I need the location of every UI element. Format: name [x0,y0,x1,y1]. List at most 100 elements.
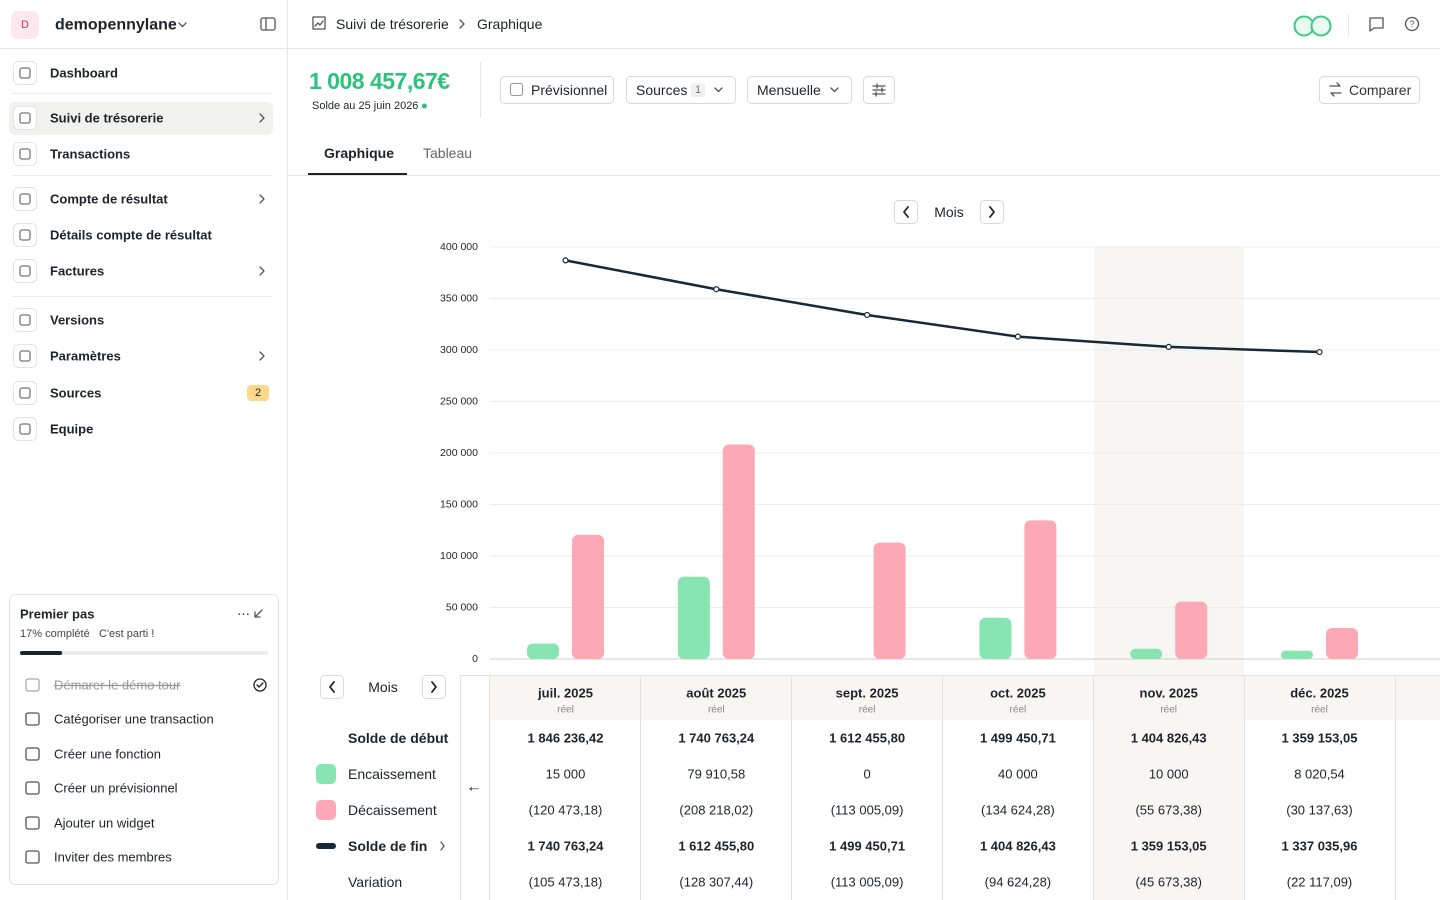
step-label[interactable]: Inviter des membres [54,850,172,865]
tab[interactable]: Graphique [324,145,394,161]
row-label: Solde de fin [348,838,427,854]
step-done [253,678,267,692]
onboarding-cta[interactable]: C'est parti ! [99,628,154,640]
step-icon [25,712,40,726]
table-cell: (113 005,09) [831,875,904,890]
table-cell: 1 359 153,05 [1282,731,1358,746]
compare-button[interactable] [1319,76,1420,104]
nav-glyph [19,193,31,205]
nav-item[interactable]: Paramètres [50,349,121,364]
onboarding-more[interactable]: ⋯ [237,607,250,622]
nav-glyph [19,148,31,160]
nav-item[interactable]: Equipe [50,422,93,437]
bar [722,444,755,659]
table-cell: 1 612 455,80 [678,839,754,854]
step-icon [25,747,40,761]
prev-icon [903,206,909,218]
column-header: juil. 2025 [537,686,593,701]
table-cell: (120 473,18) [529,803,603,818]
nav-item[interactable]: Compte de résultat [50,192,168,207]
nav-icon [13,142,37,166]
nav-icon [13,344,37,368]
nav-item[interactable]: Suivi de trésorerie [50,111,163,126]
tab[interactable]: Tableau [423,145,472,161]
bar [979,617,1012,659]
line [565,259,1320,354]
table-cell: 1 499 450,71 [829,839,905,854]
table-cell: (94 624,28) [985,875,1052,890]
nav-badge [247,385,269,401]
nav-item[interactable]: Versions [50,313,104,328]
nav-chevron [259,266,265,276]
next-button[interactable] [422,675,446,699]
next-button[interactable] [980,200,1004,224]
step-label[interactable]: Créer un prévisionnel [54,781,178,796]
nav-glyph [19,350,31,362]
table-cell: 79 910,58 [687,767,745,782]
row-label: Décaissement [348,802,437,818]
period-button[interactable] [747,76,852,104]
y-tick-label: 150 000 [440,499,478,511]
nav-item[interactable]: Dashboard [50,66,118,81]
step-label[interactable]: Démarer le démo tour [54,678,181,693]
workspace-name[interactable]: demopennylane [55,17,177,34]
legend-swatch [316,843,336,849]
column-status: réel [1010,705,1027,716]
avatar[interactable] [1310,15,1332,37]
chat-icon[interactable] [1369,17,1384,32]
nav-glyph [19,229,31,241]
step-label[interactable]: Créer une fonction [54,747,161,762]
step-label[interactable]: Ajouter un widget [54,816,155,831]
bar [572,534,604,659]
nav-icon [13,381,37,405]
row-expand[interactable] [440,841,445,851]
nav-glyph [19,314,31,326]
period: Mensuelle [757,82,821,98]
sources: Sources [636,82,687,98]
nav-icon [13,187,37,211]
workspace-avatar[interactable] [11,11,39,39]
table-cell: 1 337 035,96 [1282,839,1358,854]
column-header: déc. 2025 [1290,686,1349,701]
onboarding-collapse[interactable] [254,609,263,618]
column-status: réel [557,705,574,716]
sources-button[interactable] [626,76,736,104]
progress-track [20,651,268,655]
prev-button[interactable] [894,200,918,224]
column-header: nov. 2025 [1140,686,1198,701]
previsionnel-button[interactable] [500,76,614,104]
y-tick-label: 200 000 [440,447,478,459]
step-label[interactable]: Catégoriser une transaction [54,712,214,727]
table-cell: (113 005,09) [831,803,904,818]
table-cell: (30 137,63) [1286,803,1353,818]
column-header: août 2025 [686,686,746,701]
previsionnel: Prévisionnel [531,82,607,98]
table-back-arrow[interactable]: ← [466,779,482,796]
bar [677,576,710,659]
checkbox[interactable] [510,83,523,96]
sources-count: 1 [695,84,701,96]
nav-glyph [19,67,31,79]
line-point [562,257,569,264]
nav-selected [9,102,273,135]
breadcrumb[interactable]: Suivi de trésorerie [336,16,449,32]
nav-item[interactable]: Sources [50,386,101,401]
table-cell: (45 673,38) [1135,875,1202,890]
help-icon[interactable] [1404,16,1420,32]
nav-item[interactable]: Transactions [50,147,130,162]
nav-item[interactable]: Détails compte de résultat [50,228,212,243]
column-status: réel [859,705,876,716]
compare-icon [1329,82,1342,97]
table-nav-label: Mois [368,679,398,695]
balance-amount: 1 008 457,67€ [309,68,450,94]
sidebar-toggle[interactable] [260,17,276,31]
prev-button[interactable] [320,675,344,699]
nav-glyph [19,112,31,124]
nav-glyph [19,387,31,399]
workspace-chevron[interactable] [178,22,187,28]
workspace-initial: D [21,19,29,31]
nav-item[interactable]: Factures [50,264,104,279]
nav-icon [13,308,37,332]
dropdown-chevron [830,87,839,93]
